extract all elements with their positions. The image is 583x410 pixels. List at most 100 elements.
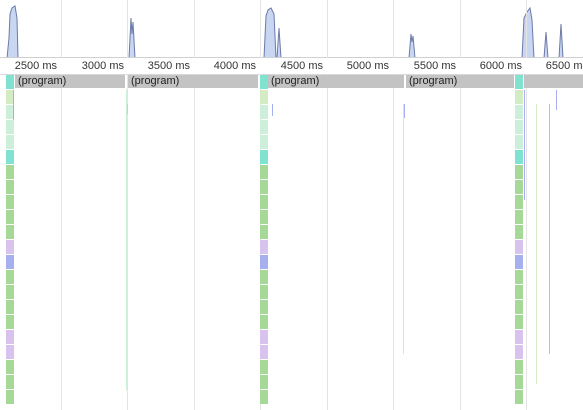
call-frame[interactable] xyxy=(260,105,268,119)
overview-gridline xyxy=(393,0,394,58)
flame-gridline xyxy=(61,74,62,410)
overview-gridline xyxy=(61,0,62,58)
flame-gridline xyxy=(127,74,128,410)
flame-gridline xyxy=(327,74,328,410)
call-frame[interactable] xyxy=(515,165,523,179)
program-bar-label: (program) xyxy=(18,75,66,87)
call-frame[interactable] xyxy=(6,300,14,314)
call-frame[interactable] xyxy=(260,270,268,284)
call-frame[interactable] xyxy=(515,390,523,404)
call-frame[interactable] xyxy=(260,330,268,344)
overview-gridline xyxy=(526,0,527,58)
call-frame[interactable] xyxy=(260,165,268,179)
call-frame[interactable] xyxy=(515,330,523,344)
call-frame[interactable] xyxy=(6,375,14,389)
cpu-activity-graph xyxy=(0,0,583,58)
call-frame[interactable] xyxy=(6,75,14,89)
call-frame[interactable] xyxy=(6,285,14,299)
call-frame[interactable] xyxy=(260,255,268,269)
call-frame[interactable] xyxy=(515,375,523,389)
call-frame[interactable] xyxy=(6,360,14,374)
call-frame[interactable] xyxy=(260,285,268,299)
flame-gridline xyxy=(460,74,461,410)
call-frame[interactable] xyxy=(515,150,523,164)
call-frame[interactable] xyxy=(6,135,14,149)
call-frame[interactable] xyxy=(6,240,14,254)
call-frame[interactable] xyxy=(515,255,523,269)
tick-label: 6500 ms xyxy=(0,59,583,73)
call-frame[interactable] xyxy=(515,225,523,239)
call-sliver[interactable] xyxy=(272,104,273,116)
call-frame[interactable] xyxy=(515,105,523,119)
cpu-peak xyxy=(544,32,548,58)
program-bar[interactable]: (program) xyxy=(15,75,125,88)
call-frame[interactable] xyxy=(260,315,268,329)
call-frame[interactable] xyxy=(260,300,268,314)
call-frame[interactable] xyxy=(515,195,523,209)
call-frame[interactable] xyxy=(515,315,523,329)
call-sliver[interactable] xyxy=(556,90,557,110)
call-frame[interactable] xyxy=(260,225,268,239)
call-sliver[interactable] xyxy=(549,104,550,354)
call-frame[interactable] xyxy=(6,270,14,284)
call-frame[interactable] xyxy=(6,120,14,134)
call-frame[interactable] xyxy=(6,150,14,164)
call-frame[interactable] xyxy=(515,345,523,359)
call-frame[interactable] xyxy=(260,135,268,149)
call-frame[interactable] xyxy=(515,300,523,314)
overview-gridline xyxy=(327,0,328,58)
call-sliver[interactable] xyxy=(13,90,14,120)
cpu-activity-overview[interactable] xyxy=(0,0,583,58)
call-frame[interactable] xyxy=(6,315,14,329)
call-sliver[interactable] xyxy=(126,90,127,390)
call-frame[interactable] xyxy=(6,330,14,344)
call-frame[interactable] xyxy=(260,120,268,134)
cpu-peak xyxy=(264,8,276,58)
program-bar[interactable]: (program) xyxy=(406,75,514,88)
call-frame[interactable] xyxy=(6,210,14,224)
call-sliver[interactable] xyxy=(524,90,525,200)
time-ruler: 2500 ms 3000 ms 3500 ms 4000 ms 4500 ms … xyxy=(0,58,583,75)
call-frame[interactable] xyxy=(515,270,523,284)
flame-chart-area[interactable]: (program) (program) (program) (program) xyxy=(0,74,583,410)
cpu-peak xyxy=(277,28,281,58)
call-frame[interactable] xyxy=(260,240,268,254)
call-frame[interactable] xyxy=(515,90,523,104)
call-frame[interactable] xyxy=(6,390,14,404)
call-frame[interactable] xyxy=(6,165,14,179)
call-sliver[interactable] xyxy=(536,104,537,384)
call-frame[interactable] xyxy=(260,210,268,224)
call-frame[interactable] xyxy=(260,375,268,389)
program-bar[interactable]: (program) xyxy=(128,75,258,88)
call-frame[interactable] xyxy=(260,75,268,89)
call-frame[interactable] xyxy=(515,240,523,254)
call-frame[interactable] xyxy=(515,180,523,194)
call-frame[interactable] xyxy=(260,150,268,164)
call-frame[interactable] xyxy=(260,195,268,209)
call-frame[interactable] xyxy=(260,90,268,104)
program-bar[interactable] xyxy=(524,75,583,88)
call-frame[interactable] xyxy=(515,75,523,89)
call-frame[interactable] xyxy=(515,360,523,374)
call-frame[interactable] xyxy=(515,210,523,224)
program-bar[interactable]: (program) xyxy=(268,75,404,88)
cpu-peak xyxy=(409,34,415,58)
call-frame[interactable] xyxy=(515,285,523,299)
call-frame[interactable] xyxy=(260,180,268,194)
call-frame[interactable] xyxy=(6,255,14,269)
call-sliver[interactable] xyxy=(404,104,405,118)
call-frame[interactable] xyxy=(6,180,14,194)
call-frame[interactable] xyxy=(515,135,523,149)
call-sliver[interactable] xyxy=(127,104,128,114)
call-frame[interactable] xyxy=(515,120,523,134)
call-frame[interactable] xyxy=(260,390,268,404)
call-frame[interactable] xyxy=(6,195,14,209)
call-sliver[interactable] xyxy=(403,104,404,354)
program-bar-label: (program) xyxy=(409,75,457,87)
overview-gridline xyxy=(127,0,128,58)
call-frame[interactable] xyxy=(260,360,268,374)
call-frame[interactable] xyxy=(260,345,268,359)
call-frame[interactable] xyxy=(6,225,14,239)
call-frame[interactable] xyxy=(6,345,14,359)
